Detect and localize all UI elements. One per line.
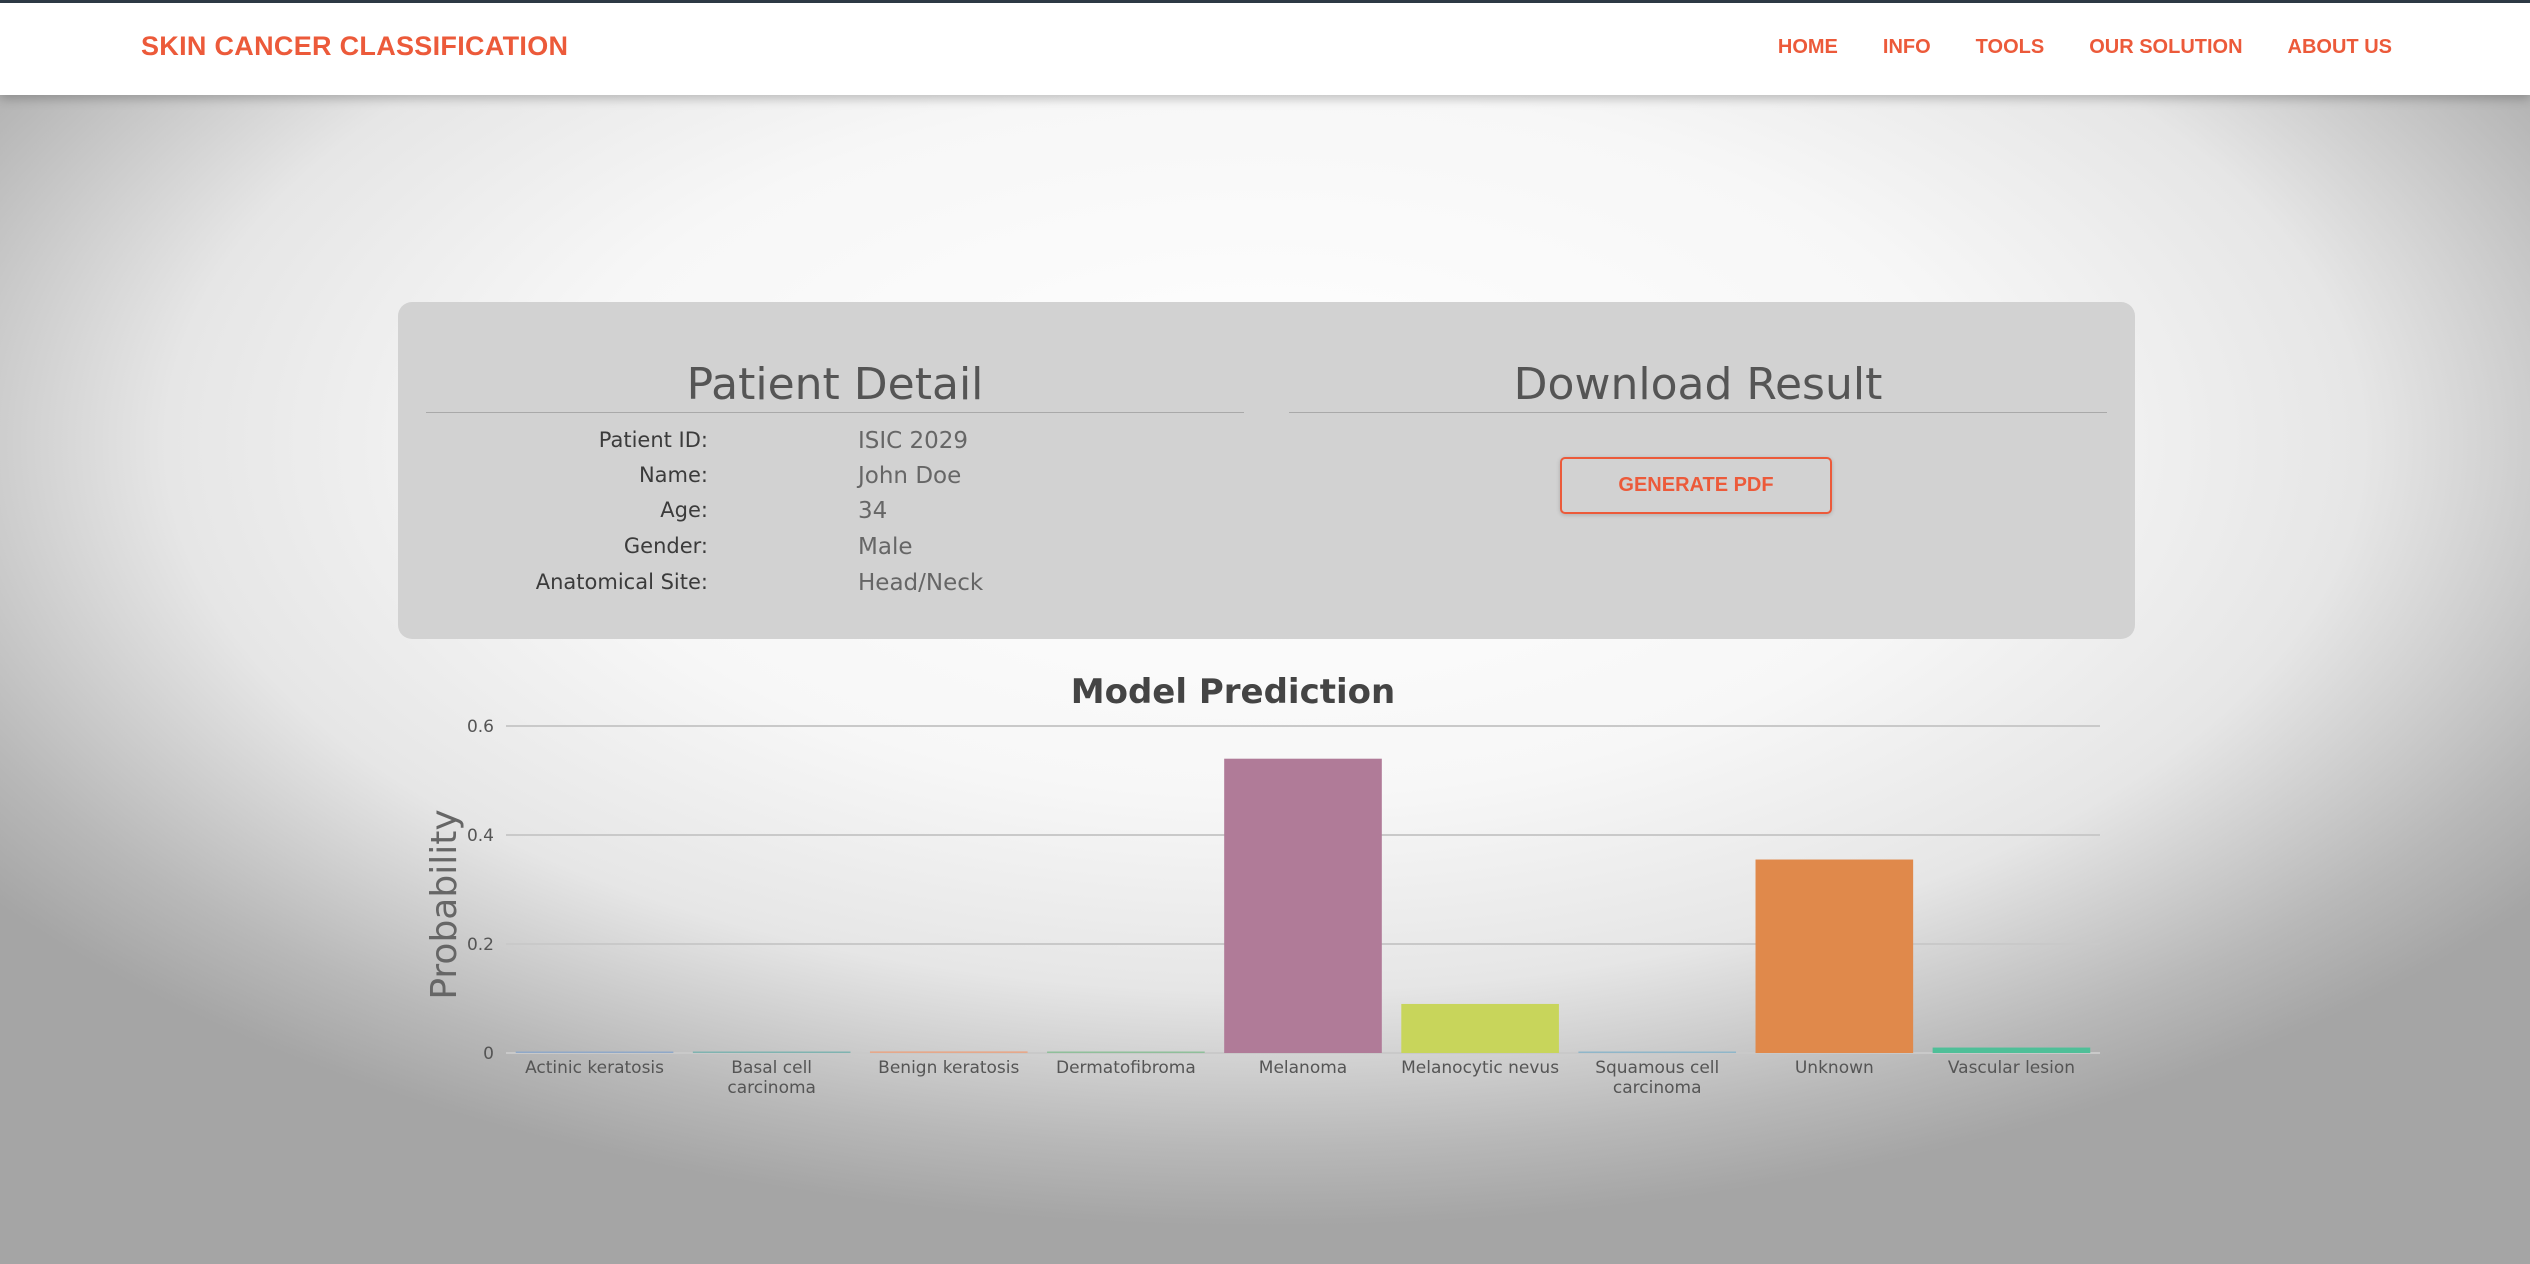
- x-tick-label-line: Dermatofibroma: [1056, 1058, 1196, 1078]
- navbar: SKIN CANCER CLASSIFICATION HOME INFO TOO…: [0, 3, 2530, 95]
- result-card: Patient Detail Download Result Patient I…: [398, 302, 2135, 639]
- bar: [1578, 1051, 1737, 1053]
- x-tick-label: Vascular lesion: [1948, 1058, 2075, 1078]
- x-tick-label-line: Squamous cell: [1595, 1058, 1719, 1078]
- detail-value: Male: [858, 534, 913, 560]
- download-result-title: Download Result: [1513, 359, 1883, 410]
- nav-link-about-us[interactable]: ABOUT US: [2287, 36, 2392, 58]
- x-tick-label-line: Vascular lesion: [1948, 1058, 2075, 1078]
- detail-row-anatomical-site: Anatomical Site: Head/Neck: [398, 570, 1098, 602]
- top-border-line: [0, 0, 2530, 3]
- bar: [1224, 758, 1382, 1053]
- x-tick-label-line: carcinoma: [727, 1078, 816, 1098]
- x-tick-label-line: Actinic keratosis: [525, 1058, 664, 1078]
- bar: [1047, 1051, 1205, 1053]
- chart-svg: Model Prediction 0 0.2 0.4 0.6 Probability Act…: [424, 672, 2100, 1098]
- x-tick-label: Melanoma: [1259, 1058, 1347, 1078]
- patient-detail-title: Patient Detail: [686, 359, 984, 410]
- y-tick-label: 0.2: [467, 935, 494, 955]
- detail-value: 34: [858, 498, 888, 524]
- x-tick-label: Actinic keratosis: [525, 1058, 664, 1078]
- bar: [1932, 1047, 2091, 1053]
- detail-label: Patient ID:: [598, 428, 708, 452]
- x-tick-label-line: Melanocytic nevus: [1401, 1058, 1559, 1078]
- detail-value: John Doe: [858, 463, 962, 489]
- detail-label: Name:: [638, 463, 708, 487]
- detail-row-name: Name: John Doe: [398, 463, 1098, 495]
- detail-row-age: Age: 34: [398, 498, 1098, 530]
- bar: [515, 1051, 674, 1053]
- nav-links: HOME INFO TOOLS OUR SOLUTION ABOUT US: [1778, 36, 2392, 59]
- detail-row-patient-id: Patient ID: ISIC 2029: [398, 428, 1098, 460]
- detail-label: Gender:: [623, 534, 708, 558]
- y-tick-label: 0.4: [467, 826, 494, 846]
- detail-value: Head/Neck: [858, 570, 984, 596]
- x-tick-label: Squamous cell carcinoma: [1595, 1058, 1719, 1098]
- x-tick-label-line: Basal cell: [731, 1058, 812, 1078]
- brand-logo-text[interactable]: SKIN CANCER CLASSIFICATION: [141, 31, 569, 61]
- x-tick-label: Dermatofibroma: [1056, 1058, 1196, 1078]
- y-tick-label: 0: [483, 1044, 494, 1064]
- bar: [692, 1051, 851, 1053]
- chart-title: Model Prediction: [1071, 672, 1395, 712]
- detail-row-gender: Gender: Male: [398, 534, 1098, 566]
- x-tick-label: Benign keratosis: [878, 1058, 1019, 1078]
- bar: [869, 1051, 1028, 1053]
- x-tick-label-line: carcinoma: [1613, 1078, 1702, 1098]
- patient-detail-divider: [426, 412, 1244, 413]
- bar: [1401, 1003, 1559, 1053]
- download-result-divider: [1289, 412, 2107, 413]
- generate-pdf-button[interactable]: GENERATE PDF: [1560, 457, 1832, 514]
- nav-link-our-solution[interactable]: OUR SOLUTION: [2089, 36, 2243, 58]
- model-prediction-chart: Model Prediction 0 0.2 0.4 0.6 Probability Act…: [398, 655, 2135, 1115]
- x-tick-label-line: Benign keratosis: [878, 1058, 1019, 1078]
- x-tick-label-line: Melanoma: [1259, 1058, 1347, 1078]
- nav-link-info[interactable]: INFO: [1882, 36, 1931, 58]
- x-tick-label: Melanocytic nevus: [1401, 1058, 1559, 1078]
- detail-label: Age:: [660, 498, 708, 522]
- x-tick-label-line: Unknown: [1795, 1058, 1874, 1078]
- y-tick-label: 0.6: [467, 717, 494, 737]
- detail-label: Anatomical Site:: [535, 570, 708, 594]
- y-axis-label: Probability: [424, 809, 465, 999]
- x-tick-label: Basal cell carcinoma: [727, 1058, 816, 1098]
- nav-link-home[interactable]: HOME: [1777, 36, 1838, 58]
- bar: [1755, 859, 1914, 1053]
- x-tick-label: Unknown: [1795, 1058, 1874, 1078]
- detail-value: ISIC 2029: [858, 428, 969, 454]
- nav-link-tools[interactable]: TOOLS: [1975, 36, 2045, 58]
